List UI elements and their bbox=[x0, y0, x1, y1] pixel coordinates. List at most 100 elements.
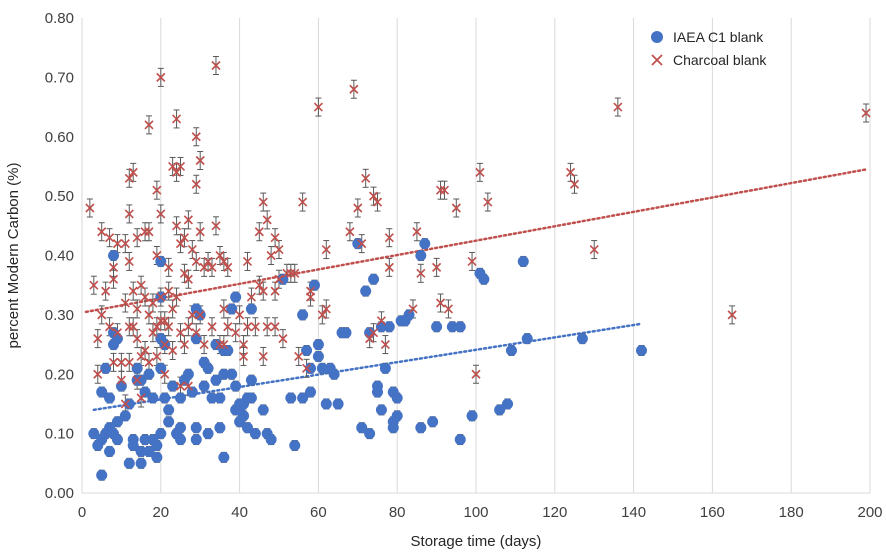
y-tick-label: 0.30 bbox=[45, 307, 74, 324]
data-point-iaea-c1 bbox=[285, 392, 297, 404]
data-point-iaea-c1 bbox=[123, 457, 135, 469]
data-point-charcoal bbox=[467, 256, 477, 267]
x-marker-stroke bbox=[128, 167, 138, 177]
data-point-charcoal bbox=[187, 244, 197, 255]
data-point-iaea-c1 bbox=[332, 398, 344, 410]
x-marker-stroke bbox=[93, 369, 103, 379]
data-point-iaea-c1 bbox=[96, 469, 108, 481]
x-marker-stroke bbox=[298, 197, 308, 207]
data-point-charcoal bbox=[274, 274, 284, 284]
data-point-charcoal bbox=[120, 239, 130, 249]
data-point-iaea-c1 bbox=[241, 422, 253, 434]
data-point-charcoal bbox=[171, 292, 182, 302]
x-marker-stroke bbox=[569, 179, 580, 189]
data-point-iaea-c1 bbox=[155, 255, 167, 267]
x-marker-stroke bbox=[144, 227, 154, 237]
x-marker-stroke bbox=[368, 328, 379, 338]
x-marker-stroke bbox=[384, 262, 394, 272]
x-marker-stroke bbox=[148, 328, 158, 338]
data-point-charcoal bbox=[262, 215, 272, 225]
data-point-iaea-c1 bbox=[415, 422, 427, 434]
data-point-iaea-c1 bbox=[494, 404, 506, 416]
x-marker-stroke bbox=[219, 304, 229, 314]
data-point-charcoal bbox=[294, 351, 304, 362]
x-marker-stroke bbox=[238, 351, 249, 362]
x-marker-stroke bbox=[136, 351, 146, 362]
y-tick-label: 0.80 bbox=[45, 10, 74, 27]
data-point-charcoal bbox=[231, 328, 241, 338]
x-marker-stroke bbox=[144, 357, 154, 367]
data-point-iaea-c1 bbox=[214, 392, 226, 404]
data-point-iaea-c1 bbox=[387, 422, 399, 434]
x-marker-stroke bbox=[124, 357, 134, 367]
data-point-iaea-c1 bbox=[635, 345, 647, 356]
x-marker-stroke bbox=[211, 60, 221, 71]
x-tick-label: 140 bbox=[621, 504, 646, 521]
x-marker-stroke bbox=[317, 310, 327, 320]
x-marker-stroke bbox=[156, 292, 166, 302]
data-point-iaea-c1 bbox=[202, 428, 214, 440]
data-point-charcoal bbox=[175, 328, 186, 338]
data-point-charcoal bbox=[321, 304, 331, 314]
data-point-iaea-c1 bbox=[230, 380, 242, 392]
data-point-charcoal bbox=[175, 381, 186, 391]
x-marker-stroke bbox=[191, 132, 201, 142]
x-marker-stroke bbox=[85, 203, 95, 213]
data-point-iaea-c1 bbox=[151, 440, 163, 451]
data-point-iaea-c1 bbox=[100, 362, 112, 374]
x-marker-stroke bbox=[148, 298, 158, 308]
data-point-charcoal bbox=[105, 233, 115, 243]
data-point-charcoal bbox=[195, 227, 205, 237]
x-tick-label: 180 bbox=[779, 504, 804, 521]
data-point-charcoal bbox=[357, 239, 367, 249]
vertical-gridlines bbox=[81, 18, 871, 493]
data-point-charcoal bbox=[85, 203, 95, 213]
data-point-charcoal bbox=[727, 310, 737, 320]
x-marker-stroke bbox=[105, 322, 115, 332]
data-point-iaea-c1 bbox=[151, 451, 163, 463]
data-point-iaea-c1 bbox=[320, 398, 332, 410]
data-point-charcoal bbox=[262, 322, 272, 332]
data-point-iaea-c1 bbox=[175, 422, 186, 434]
x-marker-stroke bbox=[270, 286, 280, 296]
data-point-charcoal bbox=[199, 262, 209, 272]
x-marker-stroke bbox=[195, 155, 205, 166]
data-point-iaea-c1 bbox=[502, 398, 514, 410]
data-point-charcoal bbox=[258, 197, 268, 207]
x-marker-stroke bbox=[175, 328, 186, 338]
data-point-charcoal bbox=[349, 84, 359, 94]
data-point-charcoal bbox=[432, 262, 442, 272]
data-point-iaea-c1 bbox=[505, 345, 517, 356]
data-point-charcoal bbox=[254, 280, 264, 290]
data-point-iaea-c1 bbox=[356, 422, 368, 434]
x-marker-stroke bbox=[183, 322, 193, 332]
x-marker-stroke bbox=[116, 375, 126, 385]
x-marker-stroke bbox=[242, 256, 253, 267]
x-marker-stroke bbox=[235, 310, 245, 320]
data-point-charcoal bbox=[471, 369, 481, 379]
x-marker-stroke bbox=[305, 286, 316, 296]
x-marker-stroke bbox=[282, 268, 292, 278]
x-marker-stroke bbox=[412, 227, 422, 237]
data-point-iaea-c1 bbox=[218, 368, 230, 380]
x-marker-stroke bbox=[108, 357, 119, 367]
data-point-iaea-c1 bbox=[88, 428, 100, 440]
x-tick-label: 20 bbox=[152, 504, 169, 521]
data-point-iaea-c1 bbox=[427, 416, 439, 428]
data-point-charcoal bbox=[132, 233, 142, 243]
data-point-iaea-c1 bbox=[454, 434, 466, 446]
data-point-iaea-c1 bbox=[175, 392, 186, 404]
x-tick-label: 100 bbox=[463, 504, 488, 521]
x-marker-stroke bbox=[266, 250, 276, 261]
data-point-charcoal bbox=[144, 120, 154, 130]
x-tick-label: 80 bbox=[389, 504, 406, 521]
y-axis-title: percent Modern Carbon (%) bbox=[5, 163, 22, 349]
data-point-iaea-c1 bbox=[328, 368, 340, 380]
data-point-charcoal bbox=[152, 351, 162, 362]
data-point-iaea-c1 bbox=[415, 250, 427, 261]
x-tick-label: 0 bbox=[78, 504, 86, 521]
x-marker-stroke bbox=[368, 191, 379, 201]
data-point-charcoal bbox=[116, 375, 126, 385]
data-point-charcoal bbox=[148, 328, 158, 338]
